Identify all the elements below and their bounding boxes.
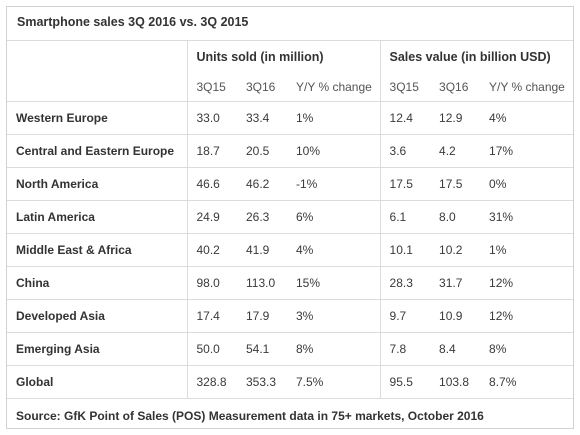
value-cell: 15% [287,266,381,300]
subheader-sales-3q16: 3Q16 [439,80,469,94]
table-row: Global 328.8 353.3 7.5% 95.5 103.8 8.7% [7,365,574,399]
region-cell: Central and Eastern Europe [7,134,187,168]
table-row: Middle East & Africa 40.2 41.9 4% 10.1 10.2 1% [7,233,574,267]
table-title: Smartphone sales 3Q 2016 vs. 3Q 2015 [17,15,249,29]
value-cell: -1% [287,167,381,201]
value-cell: 28.3 [379,266,431,300]
value-cell: 17.5 [379,167,431,201]
table-row: Developed Asia 17.4 17.9 3% 9.7 10.9 12% [7,299,574,333]
value-cell: 12.4 [379,101,431,135]
value-cell: 50.0 [186,332,237,366]
value-cell: 113.0 [237,266,287,300]
value-cell: 31.7 [430,266,481,300]
sales-table: Units sold (in million) Sales value (in … [7,40,574,433]
value-cell: 40.2 [186,233,237,267]
value-cell: 4% [287,233,381,267]
value-cell: 3% [287,299,381,333]
source-row: Source: GfK Point of Sales (POS) Measure… [7,398,574,433]
value-cell: 26.3 [237,200,287,234]
subheader-sales-3q15: 3Q15 [379,73,431,102]
units-group-header: Units sold (in million) [186,40,381,73]
region-cell: Emerging Asia [7,332,187,366]
region-cell: Developed Asia [7,299,187,333]
value-cell: 1% [480,233,574,267]
subheader-units-3q16: 3Q16 [246,80,276,94]
value-cell: 31% [480,200,574,234]
value-cell: 17.9 [237,299,287,333]
value-cell: 10% [287,134,381,168]
value-cell: 8% [287,332,381,366]
value-cell: 8.4 [430,332,481,366]
value-cell: 46.2 [237,167,287,201]
value-cell: 17% [480,134,574,168]
value-cell: 95.5 [379,365,431,399]
subheader-row: 3Q15 3Q16 Y/Y % change 3Q15 3Q16 Y/Y % c… [7,73,573,102]
value-cell: 3.6 [379,134,431,168]
subheader-units-3q15: 3Q15 [186,73,237,102]
table-row: Latin America 24.9 26.3 6% 6.1 8.0 31% [7,200,574,234]
sales-group-header: Sales value (in billion USD) [379,40,574,73]
value-cell: 1% [287,101,381,135]
value-cell: 0% [480,167,574,201]
value-cell: 98.0 [186,266,237,300]
region-cell: Middle East & Africa [7,233,187,267]
value-cell: 24.9 [186,200,237,234]
value-cell: 33.4 [237,101,287,135]
table-row: Central and Eastern Europe 18.7 20.5 10% 3.6… [7,134,574,168]
table-frame: Smartphone sales 3Q 2016 vs. 3Q 2015 Uni… [6,6,574,433]
region-cell: China [7,266,187,300]
value-cell: 33.0 [186,101,237,135]
region-header [7,40,187,73]
group-header-row: Units sold (in million) Sales value (in … [7,40,574,73]
value-cell: 8.7% [480,365,574,399]
value-cell: 10.2 [430,233,481,267]
value-cell: 10.9 [430,299,481,333]
value-cell: 10.1 [379,233,431,267]
source-note: Source: GfK Point of Sales (POS) Measure… [7,398,574,433]
value-cell: 4% [480,101,574,135]
value-cell: 46.6 [186,167,237,201]
value-cell: 4.2 [430,134,481,168]
value-cell: 8% [480,332,574,366]
region-cell: Latin America [7,200,187,234]
value-cell: 12% [480,266,574,300]
value-cell: 12.9 [430,101,481,135]
value-cell: 54.1 [237,332,287,366]
region-cell: Western Europe [7,101,187,135]
value-cell: 9.7 [379,299,431,333]
region-cell: North America [7,167,187,201]
subheader-units-change: Y/Y % change [296,80,372,94]
value-cell: 12% [480,299,574,333]
value-cell: 103.8 [430,365,481,399]
subheader-sales-change: Y/Y % change [489,80,565,94]
table-row: China 98.0 113.0 15% 28.3 31.7 12% [7,266,574,300]
value-cell: 328.8 [186,365,237,399]
value-cell: 7.5% [287,365,381,399]
table-row: Emerging Asia 50.0 54.1 8% 7.8 8.4 8% [7,332,574,366]
value-cell: 7.8 [379,332,431,366]
value-cell: 17.5 [430,167,481,201]
value-cell: 6.1 [379,200,431,234]
table-row: Western Europe 33.0 33.4 1% 12.4 12.9 4% [7,101,574,135]
region-cell: Global [7,365,187,399]
value-cell: 353.3 [237,365,287,399]
value-cell: 6% [287,200,381,234]
value-cell: 20.5 [237,134,287,168]
value-cell: 18.7 [186,134,237,168]
value-cell: 41.9 [237,233,287,267]
table-row: North America 46.6 46.2 -1% 17.5 17.5 0% [7,167,574,201]
value-cell: 8.0 [430,200,481,234]
value-cell: 17.4 [186,299,237,333]
